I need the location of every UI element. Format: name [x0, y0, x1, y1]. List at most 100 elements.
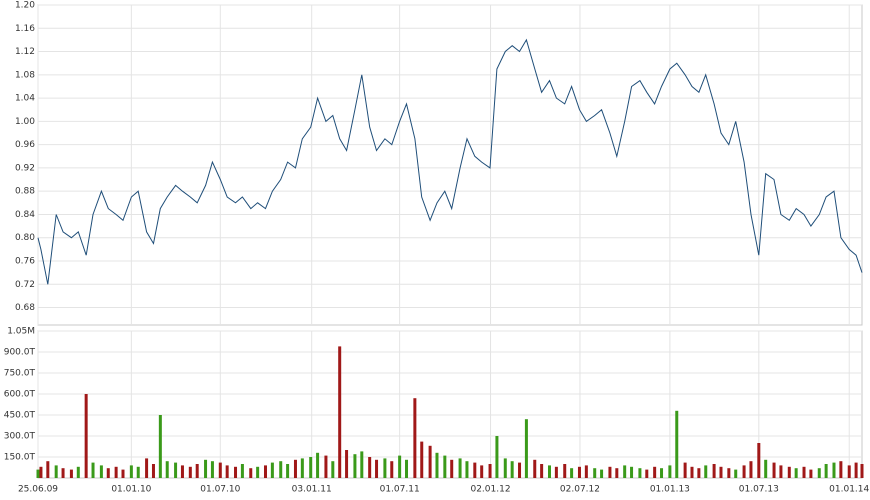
volume-tick-label: 600.0T — [4, 390, 36, 400]
volume-tick-label: 750.0T — [4, 369, 36, 379]
volume-bar — [563, 464, 567, 478]
volume-bar — [577, 466, 581, 478]
volume-bar — [405, 459, 409, 478]
x-tick-label: 01.01.14 — [829, 485, 869, 495]
volume-bar — [413, 398, 417, 478]
volume-bar — [742, 465, 746, 478]
volume-bar — [324, 455, 328, 478]
volume-bar — [225, 465, 229, 478]
y-tick-label: 0.68 — [15, 303, 35, 313]
y-tick-label: 0.88 — [15, 187, 35, 197]
volume-bar — [210, 461, 214, 478]
volume-bar — [794, 468, 798, 478]
volume-bar — [697, 468, 701, 478]
volume-bar — [787, 466, 791, 478]
volume-bar — [772, 462, 776, 478]
x-tick-label: 25.06.09 — [18, 485, 58, 495]
volume-bar — [309, 457, 313, 478]
volume-bar — [653, 466, 657, 478]
volume-bar — [764, 459, 768, 478]
price-line — [37, 38, 863, 285]
volume-bar — [495, 436, 499, 478]
volume-bar — [383, 458, 387, 478]
volume-bar — [547, 465, 551, 478]
x-tick-label: 01.07.13 — [739, 485, 779, 495]
volume-bar — [195, 464, 199, 478]
volume-bar — [719, 466, 723, 478]
price-panel — [37, 4, 863, 326]
volume-bar — [84, 394, 88, 478]
volume-bar — [757, 443, 761, 478]
x-tick-label: 01.07.11 — [380, 485, 420, 495]
volume-bar — [727, 468, 731, 478]
volume-bar — [683, 462, 687, 478]
y-tick-label: 1.16 — [15, 24, 35, 34]
volume-bar — [435, 452, 439, 478]
y-tick-label: 1.00 — [15, 117, 35, 127]
volume-bar — [390, 461, 394, 478]
volume-bar — [121, 469, 125, 478]
volume-bar — [180, 465, 184, 478]
volume-bar — [779, 465, 783, 478]
volume-bar — [420, 441, 424, 478]
volume-bar — [832, 462, 836, 478]
volume-bar — [488, 464, 492, 478]
volume-bar — [61, 468, 65, 478]
volume-bar — [675, 410, 679, 478]
volume-bar — [345, 450, 349, 478]
volume-bar — [331, 461, 335, 478]
volume-bar — [443, 455, 447, 478]
volume-bar — [668, 465, 672, 478]
volume-bar — [360, 451, 364, 478]
volume-bar — [129, 465, 133, 478]
x-tick-label: 02.01.12 — [470, 485, 510, 495]
y-tick-label: 0.96 — [15, 140, 35, 150]
volume-bar — [600, 469, 604, 478]
volume-bar — [593, 468, 597, 478]
volume-bar — [114, 466, 118, 478]
volume-bar — [353, 454, 357, 478]
y-tick-label: 0.84 — [15, 210, 35, 220]
volume-bar — [36, 469, 40, 478]
volume-bar — [256, 466, 260, 478]
volume-bar — [145, 458, 149, 478]
volume-bar — [510, 461, 514, 478]
volume-bar — [286, 464, 290, 478]
volume-bar — [76, 466, 80, 478]
volume-bar — [615, 468, 619, 478]
volume-bar — [638, 468, 642, 478]
volume-bar — [174, 462, 178, 478]
volume-bar — [158, 415, 162, 478]
volume-bar — [450, 459, 454, 478]
volume-bar — [165, 461, 169, 478]
y-tick-label: 1.04 — [15, 94, 35, 104]
volume-bar — [91, 462, 95, 478]
y-tick-label: 0.76 — [15, 257, 35, 267]
volume-bar — [428, 445, 432, 478]
volume-bar — [533, 459, 537, 478]
volume-bar — [99, 465, 103, 478]
volume-bar — [623, 465, 627, 478]
volume-bar — [263, 465, 267, 478]
volume-bar — [234, 466, 238, 478]
volume-bar — [518, 462, 522, 478]
x-tick-label: 01.01.13 — [650, 485, 690, 495]
volume-bar — [473, 462, 477, 478]
volume-bar — [39, 466, 43, 478]
volume-bar — [316, 452, 320, 478]
volume-bar — [54, 465, 58, 478]
volume-bar — [817, 468, 821, 478]
volume-bar — [839, 461, 843, 478]
volume-tick-label: 150.0T — [4, 453, 36, 463]
volume-bar — [608, 466, 612, 478]
volume-bar — [204, 459, 208, 478]
volume-bar — [503, 458, 507, 478]
x-tick-label: 01.01.10 — [111, 485, 151, 495]
y-tick-label: 0.72 — [15, 280, 35, 290]
volume-tick-label: 300.0T — [4, 432, 36, 442]
volume-bar — [136, 466, 140, 478]
y-tick-label: 0.80 — [15, 233, 35, 243]
volume-bar — [524, 419, 528, 478]
volume-bar — [398, 455, 402, 478]
